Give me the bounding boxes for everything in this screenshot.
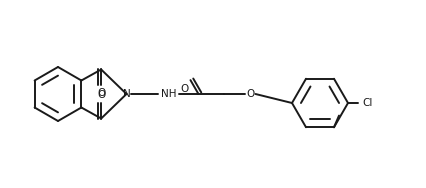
Text: O: O xyxy=(97,89,105,99)
Text: N: N xyxy=(123,89,130,99)
Text: O: O xyxy=(180,84,189,94)
Text: O: O xyxy=(97,89,105,99)
Text: Cl: Cl xyxy=(363,98,373,108)
Text: O: O xyxy=(246,89,255,99)
Text: NH: NH xyxy=(161,89,176,99)
